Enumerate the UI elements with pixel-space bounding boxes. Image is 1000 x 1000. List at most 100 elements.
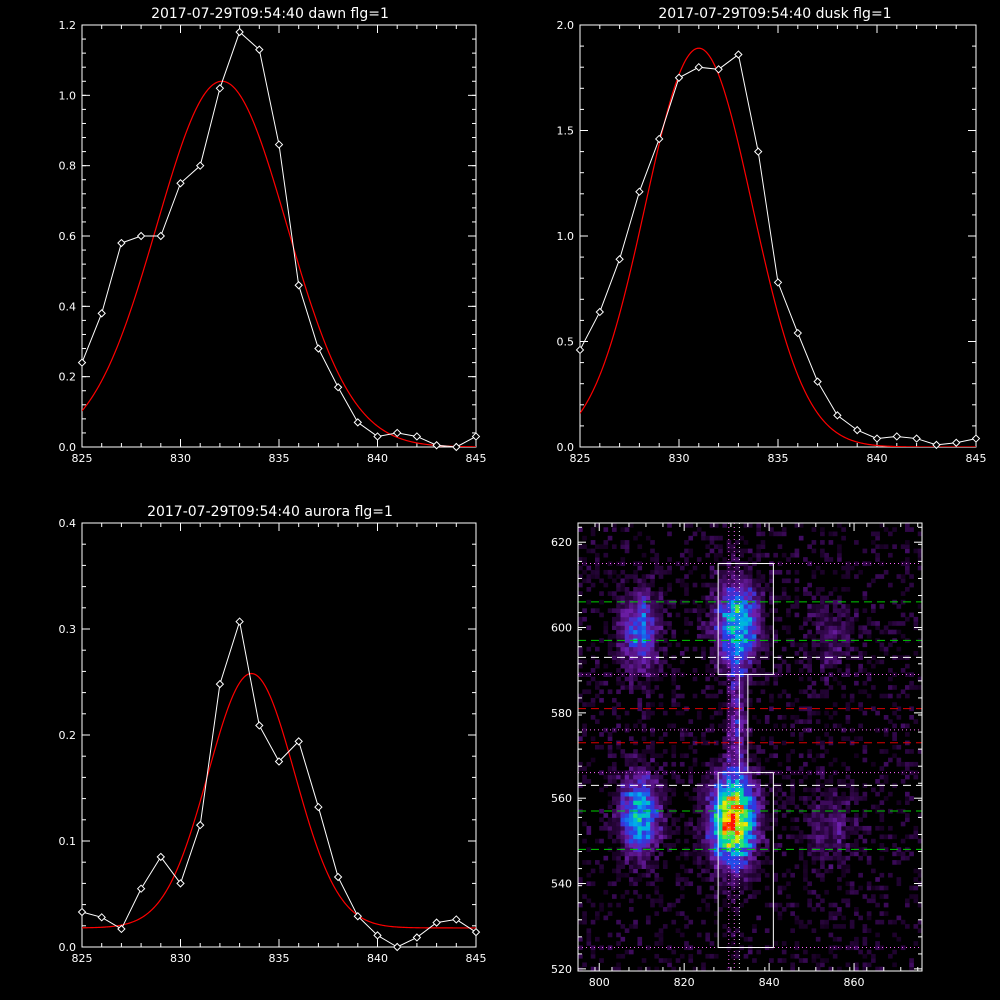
heatmap-cell [658, 693, 664, 699]
heatmap-cell [641, 668, 647, 673]
heatmap-cell [828, 855, 834, 861]
heatmap-cell [820, 962, 825, 968]
heatmap-cell [747, 949, 753, 955]
heatmap-cell [722, 621, 728, 626]
heatmap-cell [849, 825, 855, 831]
heatmap-cell [582, 723, 587, 729]
heatmap-cell [628, 676, 634, 682]
heatmap-cell [862, 629, 868, 635]
heatmap-cell [845, 574, 851, 579]
heatmap-cell [675, 642, 681, 648]
heatmap-cell [824, 838, 829, 844]
heatmap-cell [586, 881, 592, 887]
heatmap-cell [756, 591, 762, 596]
heatmap-cell [743, 587, 749, 592]
heatmap-cell [658, 796, 664, 801]
heatmap-cell [654, 761, 660, 767]
heatmap-cell [641, 855, 647, 861]
heatmap-cell [854, 889, 859, 895]
heatmap-cell [905, 540, 910, 545]
heatmap-cell [735, 633, 740, 639]
heatmap-cell [726, 565, 732, 571]
heatmap-cell [726, 889, 732, 895]
heatmap-cell [624, 651, 630, 656]
heatmap-cell [607, 633, 613, 639]
heatmap-cell [803, 587, 808, 592]
heatmap-cell [871, 898, 876, 904]
image-ytick-label: 580 [551, 707, 572, 720]
heatmap-cell [730, 885, 736, 891]
dawn-data-point [136, 231, 146, 241]
heatmap-cell [883, 749, 889, 754]
heatmap-cell [654, 800, 660, 805]
heatmap-cell [722, 881, 728, 887]
heatmap-cell [786, 625, 791, 631]
heatmap-cell [735, 629, 740, 635]
heatmap-cell [684, 540, 689, 545]
heatmap-cell [875, 919, 880, 925]
heatmap-cell [713, 821, 719, 827]
heatmap-cell [743, 953, 749, 959]
heatmap-cell [718, 889, 723, 895]
heatmap-cell [718, 535, 723, 541]
heatmap-cell [849, 945, 855, 951]
heatmap-cell [752, 578, 757, 584]
heatmap-cell [667, 557, 672, 562]
dusk-ytick-label: 1.0 [557, 230, 575, 243]
heatmap-cell [620, 663, 626, 669]
heatmap-cell [747, 565, 753, 571]
heatmap-cell [790, 749, 795, 754]
heatmap-cell [582, 860, 587, 865]
heatmap-cell [820, 830, 825, 835]
heatmap-cell [624, 625, 630, 631]
heatmap-cell [662, 608, 668, 613]
heatmap-cell [578, 621, 583, 626]
heatmap-cell [849, 779, 855, 784]
image-ytick-label: 540 [551, 878, 572, 891]
heatmap-cell [913, 941, 919, 946]
dawn-fit-curve [82, 80, 476, 447]
heatmap-cell [790, 552, 795, 558]
heatmap-cell [849, 821, 855, 827]
heatmap-cell [586, 680, 592, 686]
heatmap-cell [777, 569, 783, 575]
heatmap-cell [820, 693, 825, 699]
heatmap-cell [828, 868, 834, 874]
heatmap-cell [743, 668, 749, 673]
heatmap-cell [662, 638, 668, 643]
heatmap-cell [671, 843, 677, 848]
heatmap-cell [764, 629, 770, 635]
heatmap-cell [735, 949, 740, 955]
heatmap-cell [824, 680, 829, 686]
heatmap-cell [730, 779, 736, 784]
heatmap-cell [679, 659, 685, 665]
heatmap-cell [688, 569, 694, 575]
aurora-data-point [156, 852, 166, 862]
heatmap-cell [845, 766, 851, 771]
heatmap-cell [735, 565, 740, 571]
heatmap-cell [607, 651, 613, 656]
aurora-ytick-label: 0.2 [59, 729, 77, 742]
heatmap-cell [764, 928, 770, 933]
heatmap-cell [841, 779, 846, 784]
heatmap-cell [888, 693, 893, 699]
heatmap-cell [667, 642, 672, 648]
heatmap-cell [760, 791, 766, 797]
heatmap-cell [624, 757, 630, 763]
heatmap-cell [590, 574, 596, 579]
heatmap-cell [624, 629, 630, 635]
heatmap-cell [701, 847, 706, 852]
heatmap-cell [815, 766, 821, 771]
heatmap-cell [641, 757, 647, 763]
heatmap-cell [654, 685, 660, 690]
heatmap-cell [862, 625, 868, 631]
heatmap-cell [662, 651, 668, 656]
heatmap-cell [735, 540, 740, 545]
heatmap-cell [718, 668, 723, 673]
heatmap-cell [900, 668, 906, 673]
heatmap-cell [820, 898, 825, 904]
heatmap-cell [773, 902, 779, 908]
heatmap-cell [837, 642, 842, 648]
heatmap-cell [624, 599, 630, 605]
heatmap-cell [628, 685, 634, 690]
